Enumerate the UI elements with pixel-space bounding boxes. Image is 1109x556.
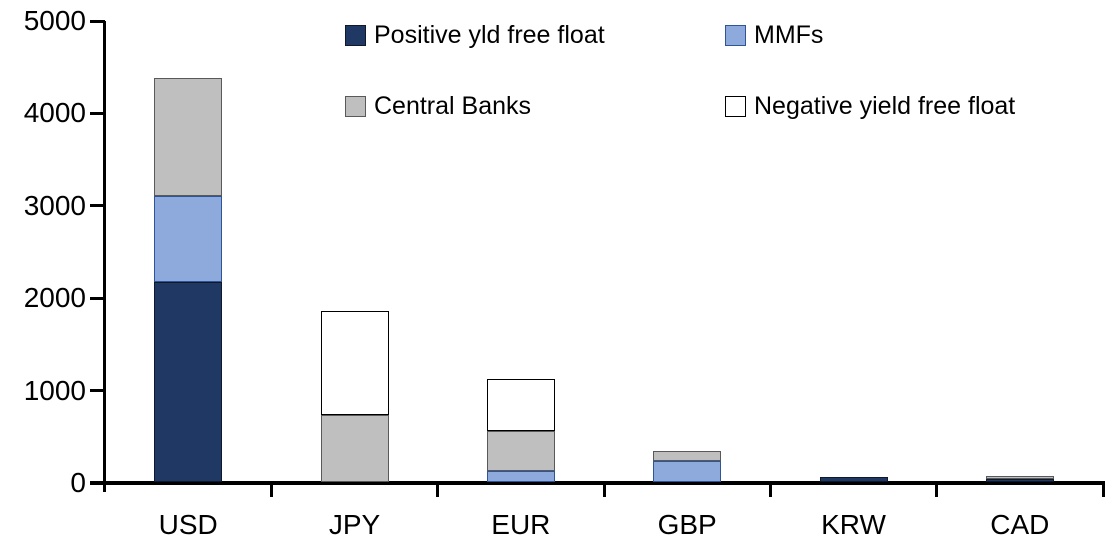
bar-segment-krw-positive-yld-free-float bbox=[819, 477, 888, 482]
x-axis-tick bbox=[269, 485, 273, 497]
x-axis-tick bbox=[768, 485, 772, 497]
legend-swatch-positive-yld-free-float-icon bbox=[345, 25, 366, 46]
bar-segment-usd-mmfs bbox=[154, 196, 223, 283]
legend-swatch-negative-yield-free-float-icon bbox=[725, 96, 746, 117]
x-axis-tick bbox=[935, 485, 939, 497]
legend-item-mmfs: MMFs bbox=[725, 23, 823, 48]
legend-item-positive-yld-free-float: Positive yld free float bbox=[345, 23, 605, 48]
x-category-label-cad: CAD bbox=[990, 509, 1050, 540]
bar-segment-gbp-mmfs bbox=[653, 460, 722, 482]
bar-segment-gbp-central-banks bbox=[653, 450, 722, 461]
x-category-label-gbp: GBP bbox=[657, 509, 717, 540]
y-axis-line bbox=[103, 21, 106, 492]
legend-item-central-banks: Central Banks bbox=[345, 94, 531, 119]
y-axis-tick bbox=[90, 111, 105, 115]
x-axis-line bbox=[90, 481, 1105, 485]
y-tick-label: 0 bbox=[70, 467, 86, 498]
y-tick-label: 1000 bbox=[23, 374, 86, 406]
y-tick-label: 4000 bbox=[23, 97, 86, 129]
legend-swatch-mmfs-icon bbox=[725, 25, 746, 46]
x-axis-tick bbox=[436, 485, 440, 497]
y-axis-tick bbox=[90, 389, 105, 393]
x-category-label-eur: EUR bbox=[491, 509, 551, 540]
bar-segment-eur-mmfs bbox=[486, 471, 555, 482]
bar-segment-cad-positive-yld-free-float bbox=[985, 478, 1054, 482]
bar-segment-usd-central-banks bbox=[154, 78, 223, 197]
y-tick-label: 3000 bbox=[23, 189, 86, 221]
bar-segment-eur-central-banks bbox=[486, 431, 555, 472]
bar-segment-cad-central-banks bbox=[985, 475, 1054, 479]
y-tick-label: 5000 bbox=[23, 5, 86, 36]
bar-segment-jpy-central-banks bbox=[320, 415, 389, 482]
bar-segment-jpy-negative-yield-free-float bbox=[320, 311, 389, 416]
x-axis-tick bbox=[602, 485, 606, 497]
y-axis-tick bbox=[90, 296, 105, 300]
bar-segment-eur-negative-yield-free-float bbox=[486, 378, 555, 432]
y-axis-tick bbox=[90, 19, 105, 23]
x-category-label-jpy: JPY bbox=[328, 509, 381, 540]
legend-label-positive-yld-free-float: Positive yld free float bbox=[374, 21, 605, 49]
x-category-label-krw: KRW bbox=[821, 509, 886, 540]
legend-item-negative-yield-free-float: Negative yield free float bbox=[725, 94, 1015, 119]
y-axis-tick bbox=[90, 204, 105, 208]
legend-swatch-central-banks-icon bbox=[345, 96, 366, 117]
legend-label-central-banks: Central Banks bbox=[374, 92, 532, 120]
x-category-label-usd: USD bbox=[158, 509, 218, 540]
bar-segment-usd-positive-yld-free-float bbox=[154, 282, 223, 482]
legend-label-negative-yield-free-float: Negative yield free float bbox=[754, 92, 1016, 120]
x-axis-tick bbox=[1101, 485, 1105, 497]
y-tick-label: 2000 bbox=[23, 282, 86, 314]
legend-label-mmfs: MMFs bbox=[754, 21, 824, 49]
